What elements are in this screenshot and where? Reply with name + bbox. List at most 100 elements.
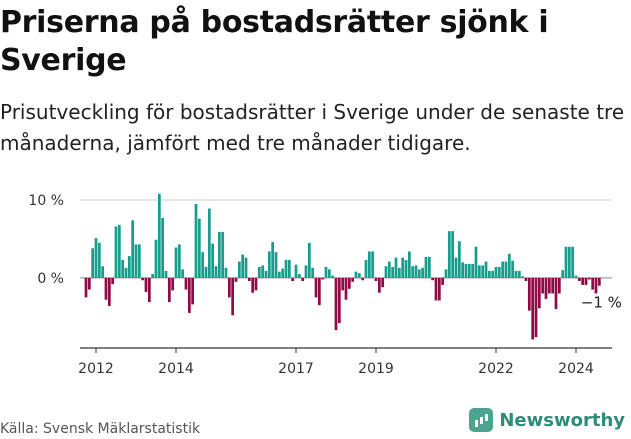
bar [101,266,105,278]
bar [557,277,561,294]
bar [184,277,188,290]
bar [84,277,88,298]
bar [531,277,535,340]
bar [457,241,461,278]
bar [361,277,365,281]
bar [534,277,538,338]
bar [251,277,255,293]
bar [271,242,275,278]
bar [174,247,178,278]
bar [341,277,345,291]
x-tick-label: 2012 [78,361,114,377]
bar [214,266,218,278]
bar [284,259,288,278]
x-tick-label: 2022 [478,361,514,377]
bar [451,231,455,278]
bar [331,275,335,278]
bar [167,277,171,303]
bar [571,246,575,278]
bar [447,231,451,278]
bar [277,271,281,278]
bar [547,277,551,294]
brand-logo: Newsworthy [469,408,625,432]
bar [497,266,501,278]
bars [84,193,601,340]
bar [211,243,215,278]
bar [461,262,465,278]
bar [154,239,158,278]
bar [107,277,111,306]
bar [274,252,278,278]
bar [221,231,225,278]
bar [104,277,108,300]
bar [591,277,595,290]
bar [407,251,411,278]
bar [207,208,211,278]
bar [564,246,568,278]
bar [514,270,518,278]
bar [397,267,401,278]
bar [161,217,165,278]
bar [387,261,391,278]
bar-chart: 10 % 0 % 2012 2014 2017 2019 2022 2024 −1 % [28,193,621,377]
bar [441,277,445,285]
bar [247,277,251,282]
bar [177,244,181,278]
bar [357,273,361,278]
bar [117,224,121,278]
bar [114,226,118,278]
bar [314,277,318,298]
bar [377,277,381,293]
bar [454,257,458,278]
y-tick-label: 0 % [37,271,64,287]
x-tick-label: 2014 [158,361,194,377]
chart-title: Priserna på bostadsrätter sjönk i Sverig… [0,5,549,78]
bar [537,277,541,309]
bar [264,270,268,278]
bar [144,277,148,292]
bar [577,277,581,282]
bar [171,277,175,291]
bar [204,266,208,278]
bar [337,277,341,324]
bar [597,277,601,286]
bar [234,277,238,282]
bar [494,266,498,278]
brand-name: Newsworthy [499,409,625,431]
bar [324,266,328,278]
bar [464,263,468,278]
bar [391,266,395,278]
bar [444,269,448,278]
bar [291,277,295,282]
bar [507,253,511,278]
bar [344,277,348,300]
bar [121,259,125,278]
bar [301,277,305,282]
bar [417,269,421,278]
bar [561,270,565,278]
bar [394,257,398,278]
bar [411,266,415,278]
y-tick-label: 10 % [28,193,64,209]
bar [517,270,521,278]
bar [431,277,435,281]
bar [584,277,588,285]
bar [541,277,545,294]
bar [364,259,368,278]
bar [581,277,585,285]
bar [147,277,151,303]
bar [197,218,201,278]
bar [131,220,135,278]
bar [217,231,221,278]
bar [111,277,115,285]
bar [181,269,185,278]
bar [501,261,505,278]
bar [371,251,375,278]
bar [554,277,558,310]
source-note: Källa: Svensk Mäklarstatistik [0,421,201,437]
bar [294,264,298,278]
bar [347,277,351,289]
bar [194,203,198,278]
bar [471,263,475,278]
bar [157,193,161,278]
